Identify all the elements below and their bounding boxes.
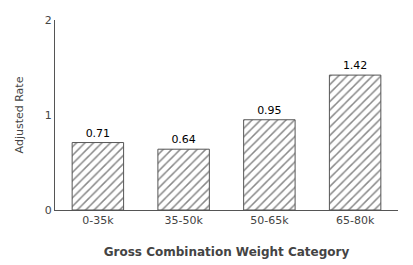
svg-text:2: 2 — [45, 14, 52, 27]
svg-text:1.42: 1.42 — [343, 59, 368, 72]
svg-text:Adjusted Rate: Adjusted Rate — [13, 76, 26, 153]
svg-text:0-35k: 0-35k — [82, 214, 114, 227]
svg-text:0: 0 — [45, 204, 52, 217]
svg-text:0.64: 0.64 — [171, 133, 196, 146]
svg-text:Gross Combination Weight Categ: Gross Combination Weight Category — [104, 245, 350, 259]
svg-text:0.71: 0.71 — [86, 127, 111, 140]
svg-text:1: 1 — [45, 109, 52, 122]
svg-text:50-65k: 50-65k — [250, 214, 289, 227]
svg-text:0.95: 0.95 — [257, 104, 282, 117]
svg-text:35-50k: 35-50k — [164, 214, 203, 227]
svg-text:65-80k: 65-80k — [336, 214, 375, 227]
